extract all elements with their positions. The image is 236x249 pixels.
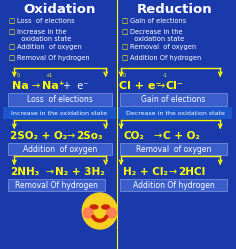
Circle shape: [107, 208, 116, 218]
Text: Reduction: Reduction: [137, 3, 212, 16]
Text: 0: 0: [16, 73, 19, 78]
Text: □: □: [8, 18, 15, 24]
Text: Gain of elections: Gain of elections: [130, 18, 186, 24]
FancyBboxPatch shape: [120, 143, 227, 155]
FancyBboxPatch shape: [120, 93, 227, 106]
FancyBboxPatch shape: [3, 107, 116, 119]
Text: 2HCl: 2HCl: [178, 167, 206, 177]
Text: 2SO₂ + O₂: 2SO₂ + O₂: [10, 131, 68, 141]
Text: Addition Of hydrogen: Addition Of hydrogen: [133, 181, 215, 189]
Text: +  e⁻: + e⁻: [63, 81, 88, 91]
Text: □: □: [121, 55, 127, 61]
Text: 2So₃: 2So₃: [76, 131, 103, 141]
Text: N₂ + 3H₂: N₂ + 3H₂: [55, 167, 105, 177]
Text: Oxidation: Oxidation: [24, 3, 96, 16]
Text: Increase in the
  oxidation state: Increase in the oxidation state: [17, 29, 72, 42]
Ellipse shape: [102, 205, 110, 209]
FancyBboxPatch shape: [8, 143, 112, 155]
Text: Removal  of oxygen: Removal of oxygen: [136, 144, 211, 153]
Ellipse shape: [90, 205, 98, 209]
Text: -1: -1: [163, 73, 168, 78]
Text: →: →: [32, 81, 40, 91]
Text: Decrease in the oxidation state: Decrease in the oxidation state: [126, 111, 224, 116]
Text: □: □: [121, 18, 127, 24]
Text: □: □: [121, 29, 127, 35]
Text: □: □: [8, 55, 15, 61]
Text: Gain of elections: Gain of elections: [141, 95, 206, 104]
Text: →: →: [156, 81, 164, 91]
Text: Addition  of oxygen: Addition of oxygen: [17, 44, 82, 50]
Text: Na: Na: [12, 81, 29, 91]
Text: Na⁺: Na⁺: [42, 81, 64, 91]
Text: →: →: [45, 167, 54, 177]
Text: →: →: [153, 131, 161, 141]
Text: Addition Of hydrogen: Addition Of hydrogen: [130, 55, 201, 61]
Text: Loss  of elections: Loss of elections: [17, 18, 75, 24]
Text: →: →: [67, 131, 75, 141]
FancyBboxPatch shape: [120, 179, 227, 191]
Text: +1: +1: [45, 73, 53, 78]
FancyBboxPatch shape: [118, 107, 232, 119]
Text: 0: 0: [123, 73, 126, 78]
Text: □: □: [8, 44, 15, 50]
Text: Decrease in the
  oxidation state: Decrease in the oxidation state: [130, 29, 184, 42]
Text: CO₂: CO₂: [123, 131, 144, 141]
Text: Removal Of hydrogen: Removal Of hydrogen: [15, 181, 97, 189]
Text: Cl⁻: Cl⁻: [166, 81, 184, 91]
Text: Increase in the oxidation state: Increase in the oxidation state: [12, 111, 107, 116]
Text: □: □: [121, 44, 127, 50]
Circle shape: [82, 193, 117, 229]
Text: Loss  of elections: Loss of elections: [27, 95, 93, 104]
Text: C + O₂: C + O₂: [163, 131, 200, 141]
Text: Cl + e⁻: Cl + e⁻: [119, 81, 161, 91]
Text: Removal Of hydrogen: Removal Of hydrogen: [17, 55, 90, 61]
Circle shape: [83, 208, 93, 218]
Text: Removal  of oxygen: Removal of oxygen: [130, 44, 196, 50]
FancyBboxPatch shape: [8, 93, 112, 106]
Text: →: →: [169, 167, 177, 177]
Text: H₂ + Cl₂: H₂ + Cl₂: [123, 167, 168, 177]
FancyBboxPatch shape: [8, 179, 105, 191]
Text: Addition  of oxygen: Addition of oxygen: [23, 144, 97, 153]
Text: □: □: [8, 29, 15, 35]
Text: 2NH₃: 2NH₃: [10, 167, 40, 177]
Wedge shape: [92, 215, 108, 222]
